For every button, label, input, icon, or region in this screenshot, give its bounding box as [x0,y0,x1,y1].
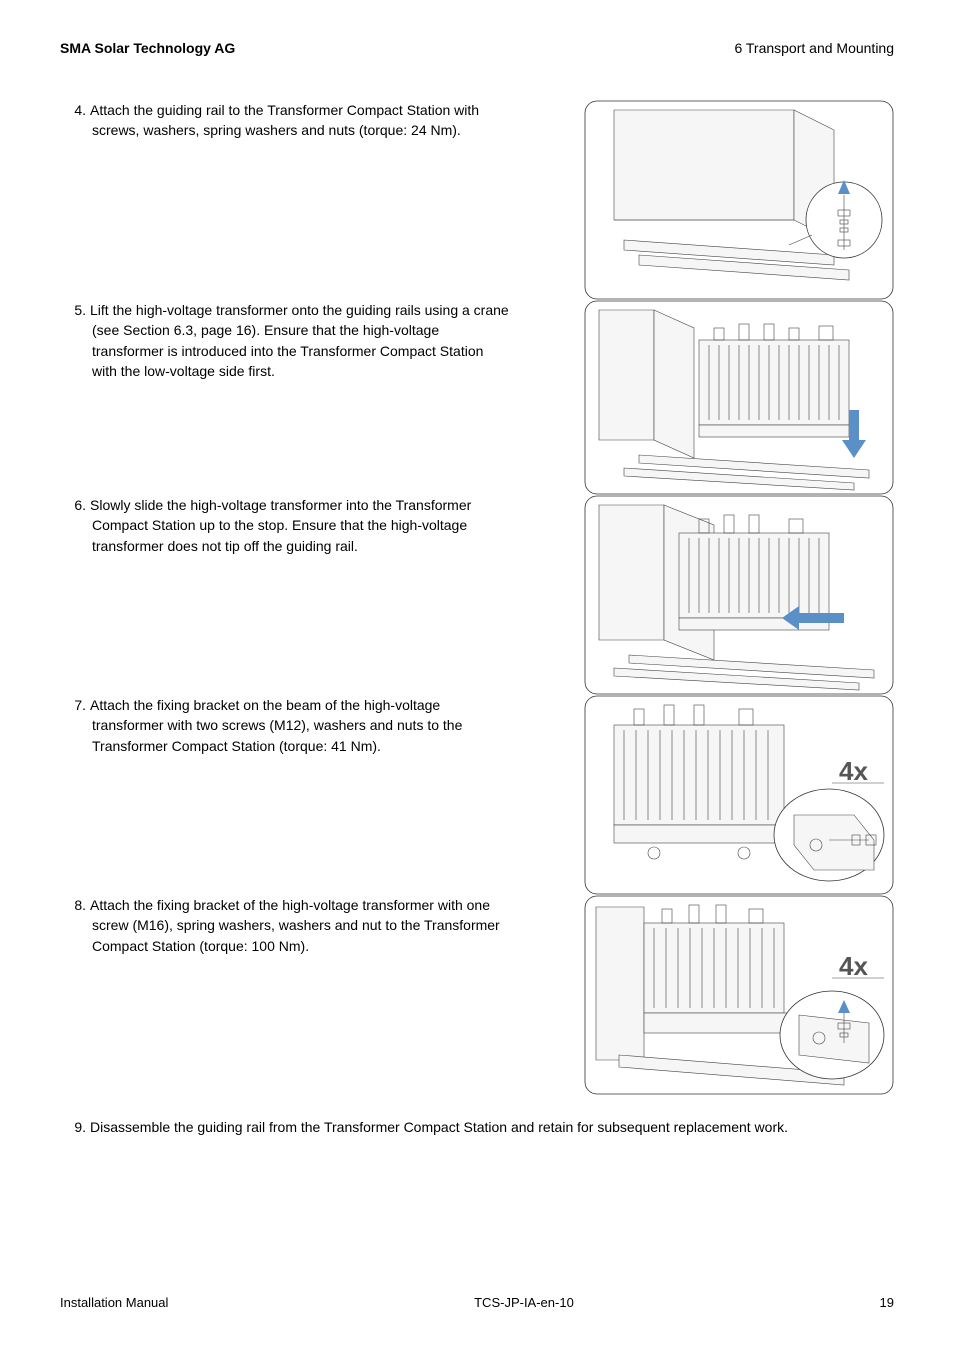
step-7: 7.Attach the fixing bracket on the beam … [60,695,894,895]
step-5: 5.Lift the high-voltage transformer onto… [60,300,894,495]
footer-page-number: 19 [880,1295,894,1310]
page-header: SMA Solar Technology AG 6 Transport and … [60,40,894,56]
step-8-figure: 4x [584,895,894,1095]
step-6-figure [584,495,894,695]
step-9: 9.Disassemble the guiding rail from the … [60,1117,894,1137]
section-title: 6 Transport and Mounting [734,40,894,56]
step-8-text: 8.Attach the fixing bracket of the high-… [60,895,530,956]
step-8: 8.Attach the fixing bracket of the high-… [60,895,894,1095]
step-4: 4.Attach the guiding rail to the Transfo… [60,100,894,300]
step-4-text: 4.Attach the guiding rail to the Transfo… [60,100,530,141]
step-5-text: 5.Lift the high-voltage transformer onto… [60,300,530,381]
step-5-figure [584,300,894,495]
footer-left: Installation Manual [60,1295,168,1310]
qty-label-7: 4x [839,756,868,786]
step-4-figure [584,100,894,300]
company-name: SMA Solar Technology AG [60,40,235,56]
step-6: 6.Slowly slide the high-voltage transfor… [60,495,894,695]
step-7-text: 7.Attach the fixing bracket on the beam … [60,695,530,756]
footer-center: TCS-JP-IA-en-10 [474,1295,574,1310]
content-area: 4.Attach the guiding rail to the Transfo… [60,100,894,1137]
step-6-text: 6.Slowly slide the high-voltage transfor… [60,495,530,556]
qty-label-8: 4x [839,951,868,981]
page-footer: Installation Manual TCS-JP-IA-en-10 19 [60,1295,894,1310]
step-7-figure: 4x [584,695,894,895]
